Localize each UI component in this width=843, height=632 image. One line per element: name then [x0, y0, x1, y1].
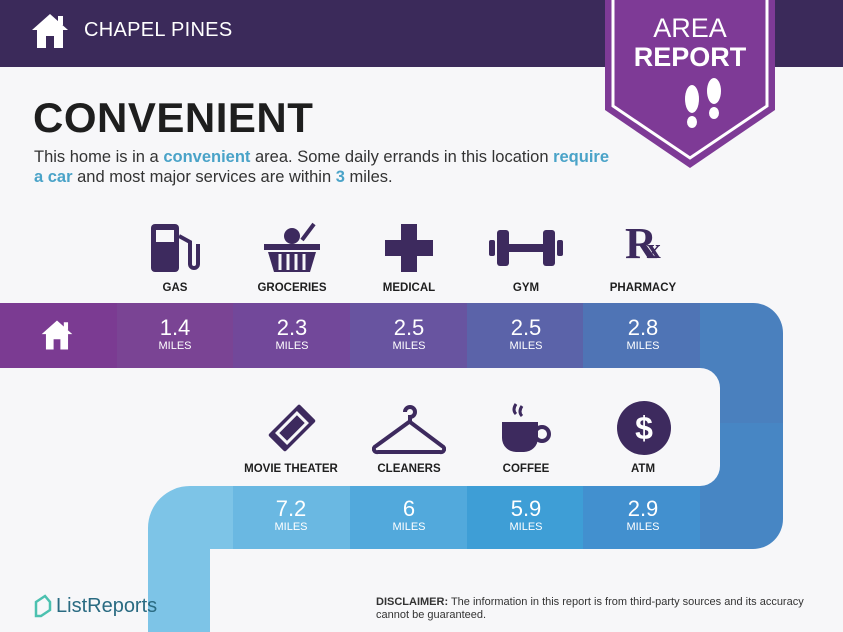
footprints-icon [685, 78, 721, 128]
disclaimer: DISCLAIMER: The information in this repo… [376, 596, 804, 621]
distance-value: 2.8 MILES [626, 315, 660, 353]
badge-line2: REPORT [633, 42, 747, 72]
distance-value: 6 MILES [392, 496, 426, 534]
grocery-basket-icon [264, 222, 320, 272]
listreports-logo: ListReports [33, 594, 157, 618]
place-label: COFFEE [502, 463, 550, 475]
ticket-icon [268, 404, 316, 452]
dumbbell-icon [489, 230, 563, 266]
description: This home is in a convenient area. Some … [34, 148, 610, 186]
gas-pump-icon [151, 224, 200, 272]
hanger-icon [372, 405, 446, 455]
dollar-icon: $ [617, 401, 671, 455]
place-label: MOVIE THEATER [244, 463, 338, 475]
page-title: CONVENIENT [33, 94, 314, 141]
svg-text:$: $ [635, 410, 653, 446]
badge-line1: AREA [653, 13, 727, 43]
home-start-icon [41, 320, 73, 350]
place-label: PHARMACY [609, 282, 677, 294]
place-label: MEDICAL [382, 282, 436, 294]
location-name: CHAPEL PINES [84, 19, 233, 41]
logo-icon [34, 594, 52, 618]
distance-value: 2.9 MILES [626, 496, 660, 534]
distance-value: 1.4 MILES [158, 315, 192, 353]
distance-value: 7.2 MILES [274, 496, 308, 534]
coffee-cup-icon [502, 403, 551, 452]
place-label: CLEANERS [377, 463, 441, 475]
place-label: GAS [162, 282, 188, 294]
distance-value: 2.5 MILES [509, 315, 543, 353]
distance-value: 2.3 MILES [275, 315, 309, 353]
place-label: GYM [512, 282, 540, 294]
place-label: GROCERIES [257, 282, 327, 294]
rx-icon: Rx [625, 219, 661, 268]
area-report-badge [605, 0, 775, 168]
home-icon [32, 14, 68, 48]
medical-cross-icon [385, 224, 433, 272]
distance-value: 5.9 MILES [509, 496, 543, 534]
place-label: ATM [630, 463, 656, 475]
distance-value: 2.5 MILES [392, 315, 426, 353]
